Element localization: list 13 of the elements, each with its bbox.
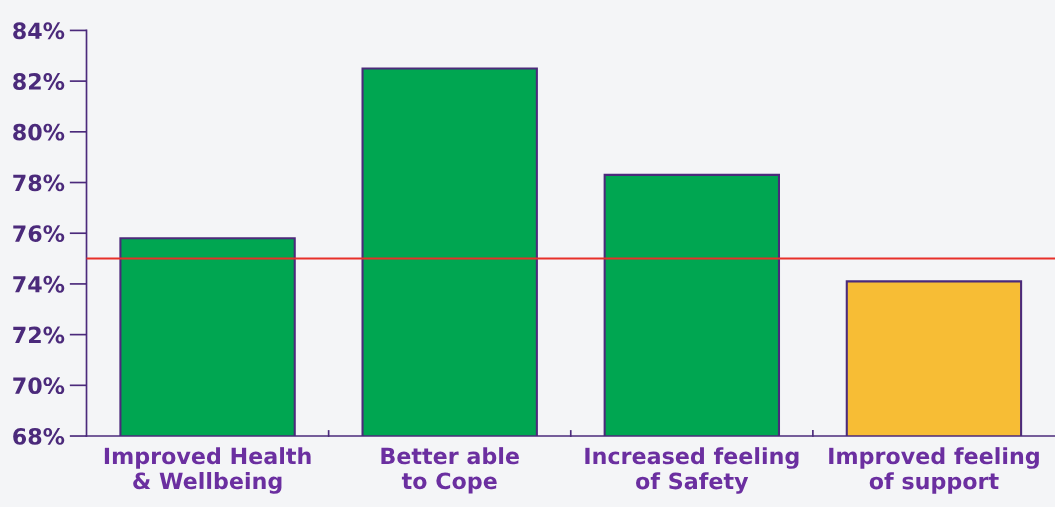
y-tick-label: 82% — [13, 73, 65, 90]
y-tick-label: 80% — [13, 123, 65, 141]
x-tick-label: Increased feeling of Safety — [585, 447, 799, 494]
y-tick-label: 76% — [13, 225, 65, 242]
y-tick-label: 84% — [13, 22, 65, 40]
y-tick-label: 74% — [13, 275, 65, 293]
y-tick-label: 70% — [13, 377, 65, 395]
y-tick-label: 68% — [13, 427, 65, 445]
x-tick-label: Better able to Cope — [381, 447, 519, 494]
x-tick-label: Improved feeling of support — [829, 447, 1039, 494]
y-tick-label: 72% — [13, 326, 65, 344]
x-tick-label: Improved Health & Wellbeing — [104, 447, 311, 494]
y-tick-label: 78% — [13, 174, 65, 192]
